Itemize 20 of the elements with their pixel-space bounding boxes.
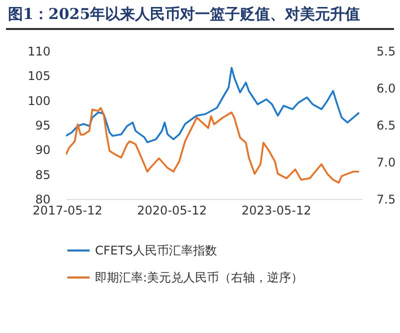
line-series <box>66 107 360 184</box>
x-tick-label: 2020-05-12 <box>137 204 207 218</box>
y2-tick-label: 7.0 <box>376 156 396 170</box>
y-tick-label: 95 <box>35 118 50 132</box>
y-tick-label: 85 <box>35 168 50 182</box>
y-tick-label: 90 <box>35 143 50 158</box>
y2-tick-label: 5.5 <box>376 44 396 58</box>
y-tick-label: 105 <box>28 69 50 84</box>
y-tick-label: 80 <box>35 192 50 206</box>
line-series <box>66 66 360 144</box>
chart-title: 图1：2025年以来人民币对一篮子贬值、对美元升值 <box>6 0 394 30</box>
x-tick-label: 2017-05-12 <box>32 204 102 218</box>
legend-label: CFETS人民币汇率指数 <box>95 244 217 258</box>
y2-tick-label: 6.0 <box>376 82 396 96</box>
legend-label: 即期汇率:美元兑人民币（右轴，逆序） <box>95 270 304 284</box>
y2-tick-label: 7.5 <box>376 192 396 206</box>
y2-tick-label: 6.5 <box>376 118 396 132</box>
y-tick-label: 100 <box>28 94 50 108</box>
x-tick-label: 2023-05-12 <box>242 204 312 218</box>
y-tick-label: 110 <box>28 44 50 58</box>
